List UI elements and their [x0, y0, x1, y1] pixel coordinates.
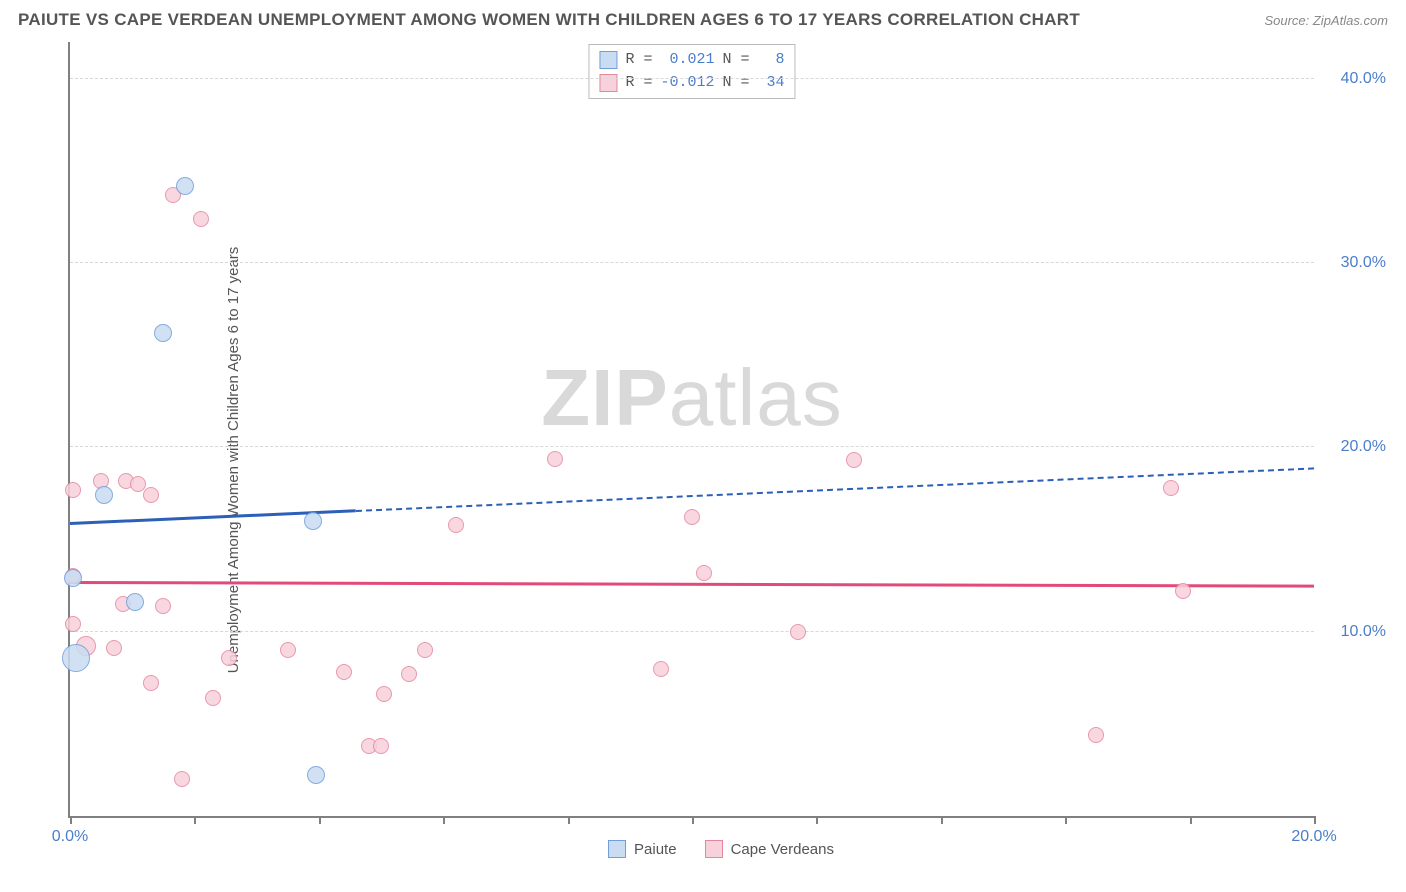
legend-item-paiute: Paiute	[608, 840, 677, 858]
cape-data-point	[417, 642, 433, 658]
cape-n-value: 34	[758, 72, 785, 95]
cape-data-point	[193, 211, 209, 227]
x-tick	[1190, 816, 1192, 824]
cape-data-point	[1175, 583, 1191, 599]
x-tick-label: 20.0%	[1291, 828, 1336, 846]
cape-data-point	[205, 690, 221, 706]
cape-data-point	[696, 565, 712, 581]
cape-data-point	[143, 675, 159, 691]
trend-line	[70, 581, 1314, 588]
cape-data-point	[846, 452, 862, 468]
paiute-data-point	[64, 569, 82, 587]
cape-data-point	[790, 624, 806, 640]
paiute-data-point	[126, 593, 144, 611]
paiute-data-point	[307, 766, 325, 784]
paiute-data-point	[176, 177, 194, 195]
cape-data-point	[65, 616, 81, 632]
legend-item-cape: Cape Verdeans	[705, 840, 834, 858]
paiute-r-value: 0.021	[660, 49, 714, 72]
cape-data-point	[547, 451, 563, 467]
cape-data-point	[448, 517, 464, 533]
cape-data-point	[684, 509, 700, 525]
cape-data-point	[221, 650, 237, 666]
cape-data-point	[376, 686, 392, 702]
x-tick	[319, 816, 321, 824]
cape-data-point	[373, 738, 389, 754]
source-attribution: Source: ZipAtlas.com	[1264, 13, 1388, 28]
cape-swatch-icon	[705, 840, 723, 858]
x-tick	[70, 816, 72, 824]
gridline	[70, 78, 1314, 79]
cape-data-point	[1163, 480, 1179, 496]
cape-data-point	[280, 642, 296, 658]
header: PAIUTE VS CAPE VERDEAN UNEMPLOYMENT AMON…	[0, 0, 1406, 36]
y-tick-label: 20.0%	[1341, 438, 1386, 456]
y-tick-label: 40.0%	[1341, 70, 1386, 88]
cape-data-point	[65, 482, 81, 498]
paiute-n-value: 8	[758, 49, 785, 72]
cape-swatch-icon	[599, 74, 617, 92]
watermark: ZIPatlas	[541, 352, 842, 444]
paiute-data-point	[304, 512, 322, 530]
chart-title: PAIUTE VS CAPE VERDEAN UNEMPLOYMENT AMON…	[18, 10, 1080, 30]
correlation-legend: R = 0.021 N = 8 R = -0.012 N = 34	[588, 44, 795, 99]
chart-container: Unemployment Among Women with Children A…	[48, 42, 1394, 878]
x-tick	[692, 816, 694, 824]
series-legend: Paiute Cape Verdeans	[608, 840, 834, 858]
x-tick	[816, 816, 818, 824]
cape-r-value: -0.012	[660, 72, 714, 95]
y-tick-label: 10.0%	[1341, 623, 1386, 641]
gridline	[70, 262, 1314, 263]
plot-area: ZIPatlas R = 0.021 N = 8 R = -0.012 N = …	[68, 42, 1314, 818]
gridline	[70, 631, 1314, 632]
x-tick	[1314, 816, 1316, 824]
paiute-swatch-icon	[608, 840, 626, 858]
cape-data-point	[653, 661, 669, 677]
paiute-data-point	[62, 644, 90, 672]
cape-data-point	[106, 640, 122, 656]
cape-data-point	[336, 664, 352, 680]
legend-row-paiute: R = 0.021 N = 8	[599, 49, 784, 72]
x-tick	[568, 816, 570, 824]
paiute-data-point	[95, 486, 113, 504]
cape-data-point	[143, 487, 159, 503]
gridline	[70, 446, 1314, 447]
x-tick-label: 0.0%	[52, 828, 88, 846]
legend-row-cape: R = -0.012 N = 34	[599, 72, 784, 95]
x-tick	[443, 816, 445, 824]
paiute-data-point	[154, 324, 172, 342]
cape-data-point	[174, 771, 190, 787]
x-tick	[194, 816, 196, 824]
y-tick-label: 30.0%	[1341, 254, 1386, 272]
cape-data-point	[401, 666, 417, 682]
cape-data-point	[1088, 727, 1104, 743]
x-tick	[1065, 816, 1067, 824]
x-tick	[941, 816, 943, 824]
paiute-swatch-icon	[599, 51, 617, 69]
cape-data-point	[155, 598, 171, 614]
